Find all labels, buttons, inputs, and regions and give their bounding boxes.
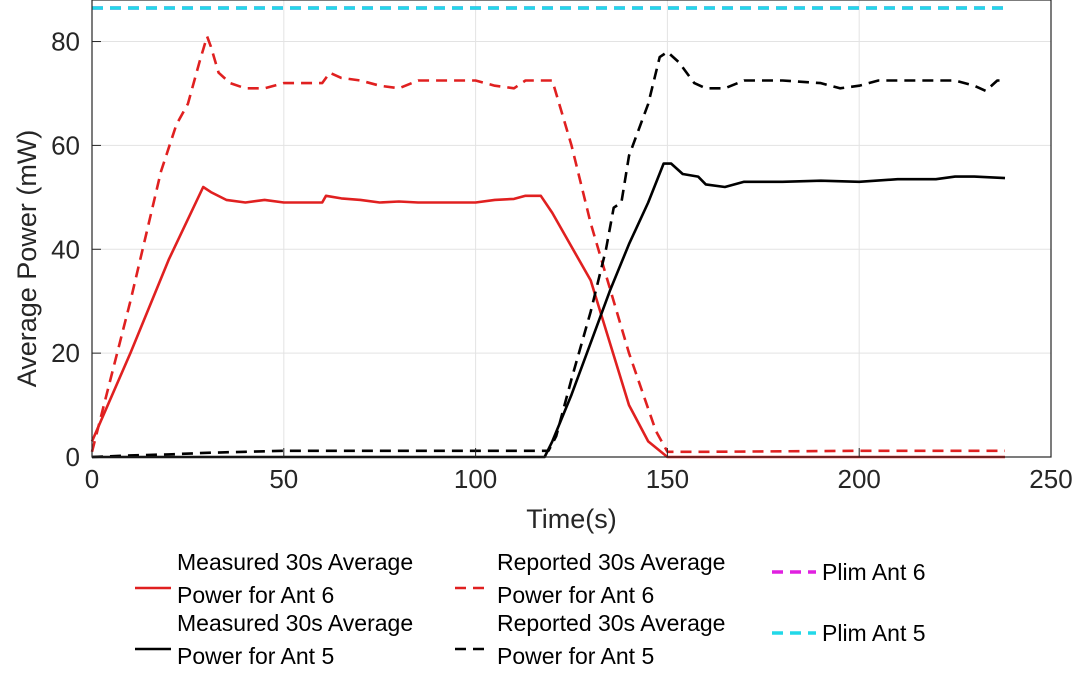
legend-item-6: Plim Ant 5 [772, 620, 926, 646]
legend-label-line2: Power for Ant 6 [177, 582, 334, 608]
legend-item-5: Reported 30s Average Power for Ant 5 [455, 610, 725, 669]
x-tick-label: 250 [1029, 464, 1072, 494]
y-tick-label: 60 [51, 130, 80, 160]
legend-label-line1: Reported 30s Average [497, 549, 725, 575]
legend-label-line1: Plim Ant 5 [822, 620, 926, 646]
axis-ticks: 0 50 100 150 200 250 0 20 40 60 80 [51, 27, 1073, 494]
y-axis-label: Average Power (mW) [12, 130, 42, 388]
legend-item-4: Measured 30s Average Power for Ant 5 [135, 610, 413, 669]
y-tick-label: 20 [51, 338, 80, 368]
legend-label-line1: Measured 30s Average [177, 549, 413, 575]
x-tick-label: 50 [269, 464, 298, 494]
legend-label-line1: Plim Ant 6 [822, 559, 926, 585]
legend-item-3: Plim Ant 6 [772, 559, 926, 585]
x-tick-label: 150 [646, 464, 689, 494]
x-tick-label: 200 [838, 464, 881, 494]
x-tick-label: 0 [85, 464, 99, 494]
legend-label-line1: Measured 30s Average [177, 610, 413, 636]
data-series [90, 35, 1006, 459]
x-tick-label: 100 [454, 464, 497, 494]
y-tick-label: 40 [51, 234, 80, 264]
legend-label-line2: Power for Ant 6 [497, 582, 654, 608]
series-line-2 [90, 35, 1005, 454]
series-line-3 [92, 162, 1006, 459]
series-line-1 [90, 185, 1005, 459]
legend-label-line1: Reported 30s Average [497, 610, 725, 636]
legend-item-1: Measured 30s Average Power for Ant 6 [135, 549, 413, 608]
legend-label-line2: Power for Ant 5 [177, 643, 334, 669]
y-tick-label: 0 [66, 442, 80, 472]
y-tick-label: 80 [51, 27, 80, 57]
x-axis-label: Time(s) [526, 504, 616, 534]
legend-item-2: Reported 30s Average Power for Ant 6 [455, 549, 725, 608]
series-line-4 [91, 50, 1005, 459]
plot-area-frame [91, 0, 1052, 458]
grid [91, 0, 1052, 458]
legend-label-line2: Power for Ant 5 [497, 643, 654, 669]
